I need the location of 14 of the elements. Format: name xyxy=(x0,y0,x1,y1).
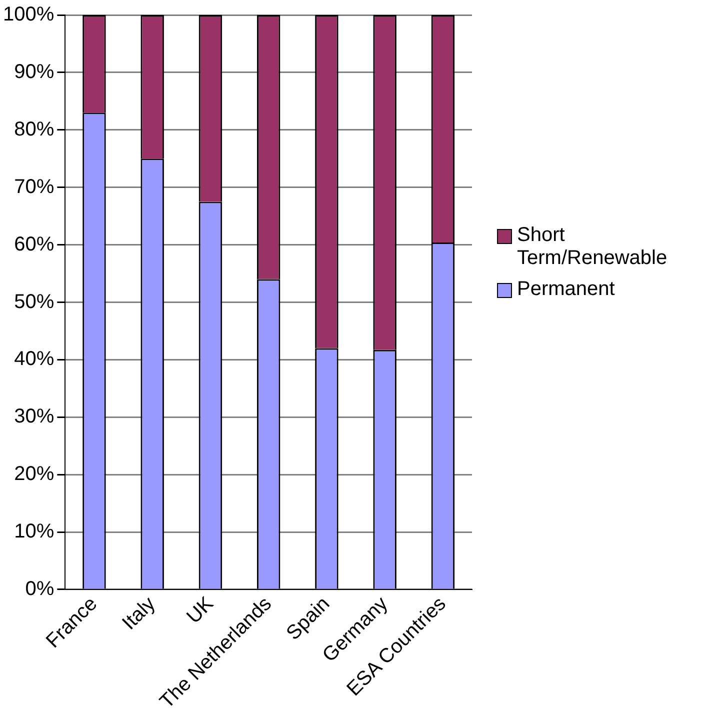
y-tick-label: 20% xyxy=(14,463,54,486)
y-tick-label: 60% xyxy=(14,233,54,256)
y-tick-label: 50% xyxy=(14,290,54,313)
y-tick-label: 80% xyxy=(14,118,54,140)
legend-label: Permanent xyxy=(517,278,615,301)
legend-label: Short Term/Renewable xyxy=(517,224,668,270)
y-tick-label: 100% xyxy=(2,4,54,26)
y-tick-label: 40% xyxy=(14,348,54,370)
y-tick-label: 0% xyxy=(25,578,54,600)
y-tick-label: 30% xyxy=(14,406,54,428)
y-tick-label: 90% xyxy=(14,60,54,83)
y-tick-label: 10% xyxy=(14,520,54,543)
y-tick-label: 70% xyxy=(14,176,54,198)
x-tick-label: Italy xyxy=(118,592,160,634)
